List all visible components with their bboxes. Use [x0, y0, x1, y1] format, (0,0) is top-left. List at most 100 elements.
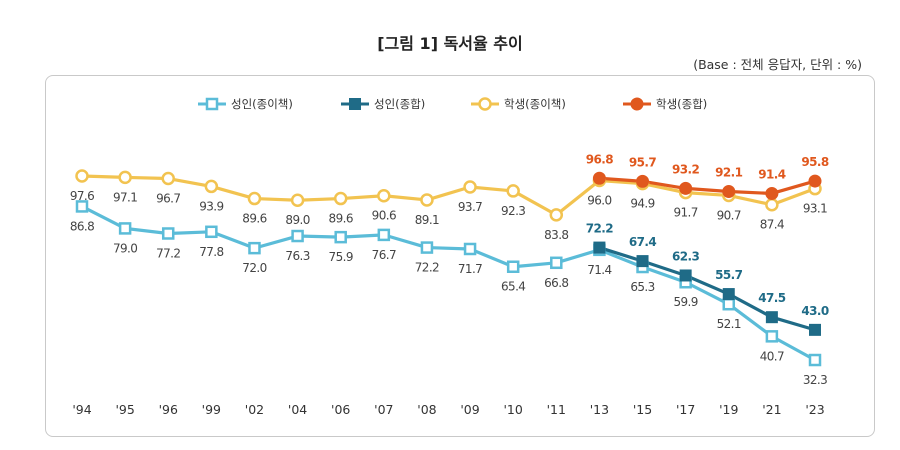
data-point	[722, 184, 736, 198]
data-point	[636, 174, 650, 188]
legend-label: 성인(종이책)	[231, 97, 293, 111]
chart-frame	[45, 75, 875, 437]
data-point	[463, 180, 477, 194]
data-point	[722, 288, 735, 301]
data-label: 66.8	[544, 276, 568, 290]
x-tick-label: '95	[115, 402, 134, 417]
data-label: 96.7	[156, 192, 180, 206]
data-point	[593, 241, 606, 254]
data-label: 71.7	[458, 262, 482, 276]
data-label: 87.4	[760, 218, 784, 232]
series-line-3	[599, 176, 816, 196]
data-label: 52.1	[717, 317, 741, 331]
data-label: 75.9	[329, 250, 353, 264]
data-point	[420, 241, 434, 254]
data-point	[636, 255, 649, 268]
data-label: 93.2	[672, 162, 699, 176]
data-label: 55.7	[715, 268, 742, 282]
data-point	[550, 256, 563, 270]
data-label: 89.1	[415, 213, 439, 227]
data-label: 90.7	[717, 208, 741, 222]
circle-marker-icon	[630, 97, 644, 111]
legend-label: 학생(종이책)	[504, 97, 566, 111]
x-tick-label: '07	[374, 402, 393, 417]
data-label: 91.7	[673, 206, 697, 220]
data-point	[722, 297, 736, 311]
data-label: 67.4	[629, 235, 656, 249]
data-point	[248, 241, 261, 255]
data-point	[204, 179, 219, 194]
data-point	[809, 323, 821, 336]
x-tick-label: '99	[202, 402, 221, 417]
data-point	[75, 200, 89, 213]
x-tick-label: '15	[633, 402, 652, 417]
data-point	[118, 222, 132, 235]
data-label: 76.7	[372, 248, 396, 262]
data-label: 83.8	[544, 228, 568, 242]
series-line-1	[598, 246, 816, 332]
data-point	[506, 260, 520, 273]
data-label: 92.3	[501, 204, 525, 218]
data-point	[247, 191, 262, 206]
legend-label: 학생(종합)	[656, 97, 707, 111]
chart-subtitle: (Base : 전체 응답자, 단위 : %)	[693, 57, 862, 72]
data-point	[765, 311, 778, 324]
series-line-2	[81, 174, 816, 217]
data-point	[161, 227, 175, 240]
x-tick-label: '10	[504, 402, 523, 417]
data-point	[118, 170, 132, 185]
data-label: 96.8	[586, 152, 613, 166]
data-label: 72.2	[415, 261, 439, 275]
data-label: 97.1	[113, 190, 137, 204]
data-label: 76.3	[285, 249, 309, 263]
x-tick-label: '02	[245, 402, 264, 417]
x-tick-label: '06	[331, 402, 350, 417]
data-point	[463, 242, 477, 256]
data-point	[592, 171, 606, 185]
data-label: 90.6	[372, 209, 396, 223]
chart-title: [그림 1] 독서율 추이	[377, 34, 523, 53]
data-label: 91.4	[758, 167, 785, 181]
x-tick-label: '04	[288, 402, 307, 417]
data-label: 89.0	[285, 213, 309, 227]
data-point	[75, 169, 89, 183]
data-label: 89.6	[242, 212, 266, 226]
data-point	[420, 193, 434, 207]
data-label: 92.1	[715, 165, 742, 179]
x-tick-label: '94	[72, 402, 91, 417]
x-tick-label: '19	[719, 402, 738, 417]
data-point	[205, 225, 218, 239]
data-label: 77.2	[156, 246, 180, 260]
square-marker-icon	[349, 98, 361, 110]
data-label: 32.3	[803, 373, 827, 387]
data-label: 93.9	[199, 199, 223, 213]
data-label: 71.4	[587, 263, 611, 277]
data-label: 95.7	[629, 155, 656, 169]
data-point	[679, 181, 693, 195]
data-label: 65.4	[501, 280, 525, 294]
data-label: 59.9	[673, 295, 697, 309]
series-line-0	[81, 205, 816, 362]
data-label: 96.0	[587, 194, 611, 208]
square-marker-icon	[205, 97, 219, 111]
legend-label: 성인(종합)	[374, 97, 425, 111]
x-tick-label: '13	[590, 402, 609, 417]
data-label: 62.3	[672, 249, 699, 263]
data-point	[161, 171, 175, 186]
data-point	[765, 186, 779, 200]
x-tick-label: '17	[676, 402, 695, 417]
circle-marker-icon	[478, 97, 492, 111]
data-point	[808, 353, 822, 367]
data-point	[377, 188, 391, 203]
data-point	[549, 208, 564, 222]
data-label: 94.9	[630, 197, 654, 211]
data-point	[808, 174, 822, 188]
x-tick-label: '09	[460, 402, 479, 417]
data-point	[765, 330, 779, 343]
data-point	[291, 229, 304, 243]
x-tick-label: '21	[762, 402, 781, 417]
data-point	[679, 269, 692, 282]
data-point	[506, 184, 520, 198]
data-label: 86.8	[70, 219, 94, 233]
